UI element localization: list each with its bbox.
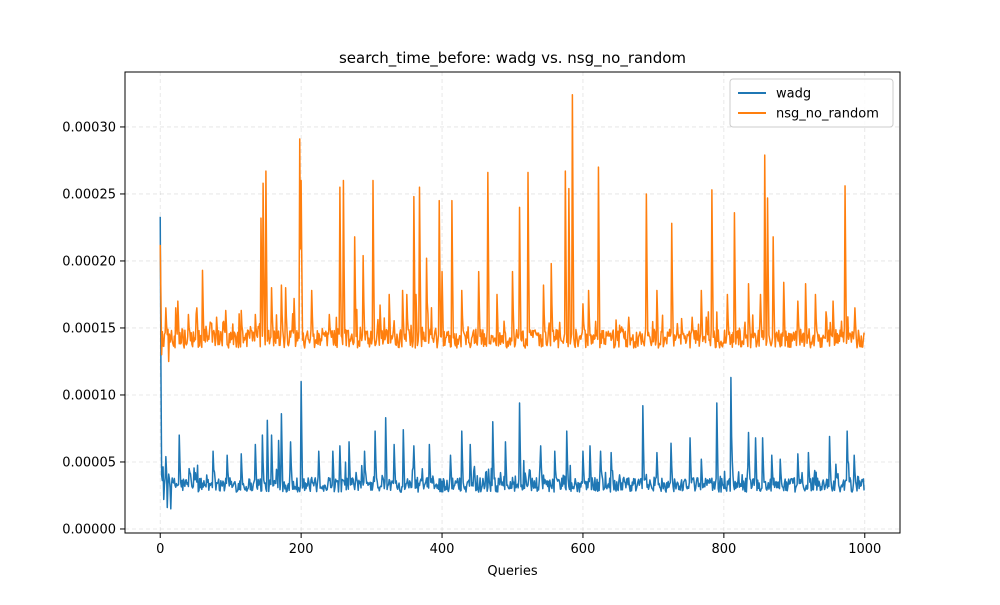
y-tick-label: 0.00020 <box>62 254 116 269</box>
legend-label-wadg: wadg <box>776 87 811 102</box>
x-tick-label: 1000 <box>848 542 881 557</box>
x-tick-label: 0 <box>156 542 164 557</box>
legend-box <box>729 78 894 128</box>
y-tick-label: 0.00025 <box>62 187 116 202</box>
series-lines <box>159 94 865 510</box>
x-axis-label: Queries <box>487 564 537 579</box>
y-tick-label: 0.00005 <box>62 455 116 470</box>
y-tick-label: 0.00010 <box>62 388 116 403</box>
legend: wadg nsg_no_random <box>729 78 894 128</box>
y-tick-label: 0.00030 <box>62 120 116 135</box>
x-tick-label: 600 <box>571 542 596 557</box>
x-tick-label: 800 <box>711 542 736 557</box>
y-tick-label: 0.00015 <box>62 321 116 336</box>
x-tick-label: 400 <box>430 542 455 557</box>
x-axis-ticks: 0 200 400 600 800 1000 <box>156 533 881 557</box>
legend-label-nsg_no_random: nsg_no_random <box>776 107 879 122</box>
x-tick-label: 200 <box>289 542 314 557</box>
y-axis-ticks: 0.00000 0.00005 0.00010 0.00015 0.00020 0.000… <box>62 120 125 537</box>
series-line-wadg <box>159 216 865 510</box>
plot-frame <box>124 71 901 534</box>
series-line-nsg_no_random <box>159 94 865 363</box>
y-tick-label: 0.00000 <box>62 522 116 537</box>
chart-title: search_time_before: wadg vs. nsg_no_rand… <box>339 49 686 68</box>
